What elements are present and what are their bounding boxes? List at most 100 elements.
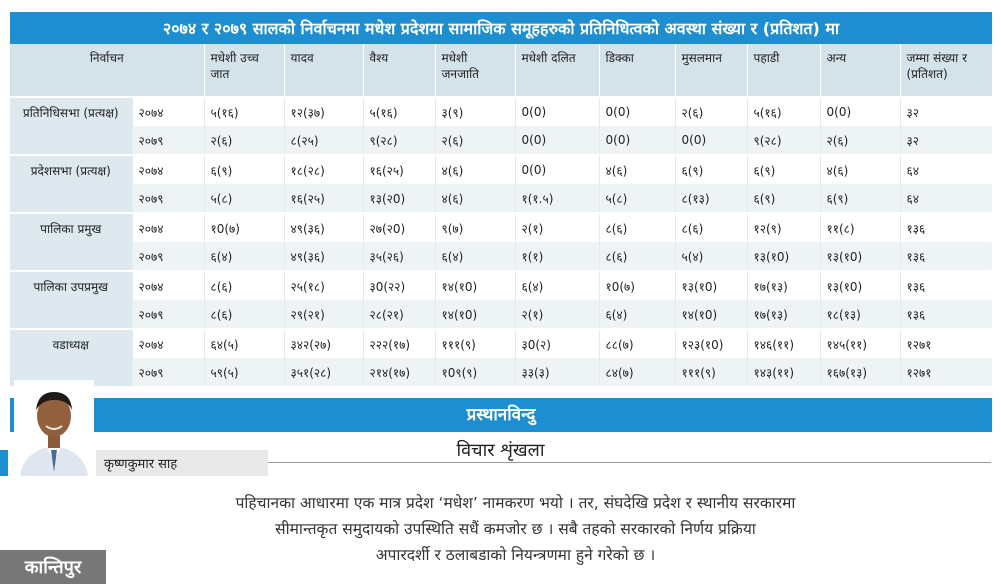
table-cell: ३५(२६) xyxy=(362,242,435,271)
table-cell: २(६) xyxy=(819,126,900,155)
table-cell: २(६) xyxy=(434,126,515,155)
table-cell: ५(१६) xyxy=(362,96,435,126)
author-accent-tab xyxy=(0,450,8,476)
column-header: मधेशी उच्च जात xyxy=(203,44,284,97)
subtitle-divider xyxy=(268,462,991,463)
table-cell: ६४(५) xyxy=(203,328,284,358)
table-cell: १(१.५) xyxy=(514,184,599,213)
election-type-cell: प्रदेशसभा (प्रत्यक्ष) xyxy=(10,154,132,213)
table-cell: १३६ xyxy=(899,212,992,242)
table-cell: ६(४) xyxy=(203,242,284,271)
table-cell: ८४(७) xyxy=(598,358,675,386)
author-portrait-icon xyxy=(14,380,94,476)
table-cell: ५(१६) xyxy=(746,96,820,126)
table-cell: ४(६) xyxy=(434,184,515,213)
election-type-cell: प्रतिनिधिसभा (प्रत्यक्ष) xyxy=(10,96,132,155)
election-type-cell: वडाध्यक्ष xyxy=(10,328,132,386)
table-cell: २१४(१७) xyxy=(362,358,435,386)
table-cell: 0(0) xyxy=(674,126,747,155)
table-cell: ६(९) xyxy=(203,154,284,184)
author-name: कृष्णकुमार साह xyxy=(104,457,178,472)
table-cell: 0(0) xyxy=(514,154,599,184)
table-row: प्रतिनिधिसभा (प्रत्यक्ष) २०७४ ५(१६) १२(३७) ५… xyxy=(10,96,992,155)
table-cell: १३६ xyxy=(899,242,992,271)
table-cell: ६(९) xyxy=(674,154,747,184)
infographic-table-section: २०७४ र २०७९ सालको निर्वाचनमा मधेश प्रदेश… xyxy=(10,12,992,386)
quote-line-2: सीमान्तकृत समुदायको उपस्थिति सधैं कमजोर … xyxy=(275,520,756,538)
table-cell: 0(0) xyxy=(819,96,900,126)
election-type-cell: पालिका उपप्रमुख xyxy=(10,270,132,329)
table-cell: १३६ xyxy=(899,300,992,329)
quote-line-3: अपारदर्शी र ठलाबडाको नियन्त्रणमा हुने गर… xyxy=(375,546,656,564)
table-cell: १0९(९) xyxy=(434,358,515,386)
table-cell: २(१) xyxy=(514,212,599,242)
pull-quote: पहिचानका आधारमा एक मात्र प्रदेश ‘मधेश’ न… xyxy=(80,490,951,568)
author-name-box: कृष्णकुमार साह xyxy=(96,450,268,476)
column-header: मुसलमान xyxy=(674,44,747,97)
table-cell: ६(९) xyxy=(746,154,820,184)
column-header: जम्मा संख्या र (प्रतिशत) xyxy=(899,44,992,97)
column-header: वैश्य xyxy=(362,44,435,97)
table-cell: १७(१३) xyxy=(746,300,820,329)
table-cell: १३६ xyxy=(899,270,992,300)
table-cell: १४(१0) xyxy=(434,270,515,300)
table-cell: २९(२१) xyxy=(283,300,363,329)
table-cell: २२२(१७) xyxy=(362,328,435,358)
year-cell: २०७९ xyxy=(131,126,204,155)
table-cell: १८(१३) xyxy=(819,300,900,329)
table-cell: ३(९) xyxy=(434,96,515,126)
table-cell: ३५१(२८) xyxy=(283,358,363,386)
table-cell: २८(२१) xyxy=(362,300,435,329)
table-cell: ५(८) xyxy=(203,184,284,213)
table-cell: २(६) xyxy=(674,96,747,126)
table-cell: १२(९) xyxy=(746,212,820,242)
table-row: पालिका उपप्रमुख २०७४ ८(६) २५(१८) ३0(२२) १४(१0… xyxy=(10,270,992,329)
column-header: निर्वाचन xyxy=(10,44,204,97)
author-photo xyxy=(14,380,94,476)
table-cell: 0(0) xyxy=(514,96,599,126)
table-cell: ९(२८) xyxy=(746,126,820,155)
table-cell: ८(६) xyxy=(203,270,284,300)
table-cell: ६(९) xyxy=(819,184,900,213)
column-header: डिक्का xyxy=(598,44,675,97)
table-row: २०७९ २(६) ८(२५) ९(२८) २(६) 0(0) 0(0) 0(0) ९(२८) २… xyxy=(10,126,992,155)
column-header: यादव xyxy=(283,44,363,97)
election-type-cell: पालिका प्रमुख xyxy=(10,212,132,271)
table-cell: 0(0) xyxy=(598,126,675,155)
table-cell: 0(0) xyxy=(514,126,599,155)
table-cell: १३(१0) xyxy=(674,270,747,300)
table-cell: ८(६) xyxy=(674,212,747,242)
table-cell: १४५(११) xyxy=(819,328,900,358)
year-cell: २०७९ xyxy=(131,358,204,386)
table-title: २०७४ र २०७९ सालको निर्वाचनमा मधेश प्रदेश… xyxy=(10,12,992,44)
table-cell: १६(२५) xyxy=(362,154,435,184)
table-cell: ८(६) xyxy=(203,300,284,329)
table-row: पालिका प्रमुख २०७४ १0(७) ४९(३६) २७(२0) ९(७) २(… xyxy=(10,212,992,271)
table-cell: ४९(३६) xyxy=(283,212,363,242)
table-row: २०७९ ५(८) १६(२५) १३(२0) ४(६) १(१.५) ५(८) ८(१३) ६… xyxy=(10,184,992,213)
table-cell: १३(१0) xyxy=(819,270,900,300)
table-cell: ३४२(२७) xyxy=(283,328,363,358)
table-cell: ५९(५) xyxy=(203,358,284,386)
table-cell: १२३(१0) xyxy=(674,328,747,358)
table-cell: १३(१0) xyxy=(819,242,900,271)
table-cell: ३0(२) xyxy=(514,328,599,358)
table-header-row: निर्वाचन मधेशी उच्च जात यादव वैश्य मधेशी जनज… xyxy=(10,44,992,97)
table-cell: ९(२८) xyxy=(362,126,435,155)
table-cell: १३(२0) xyxy=(362,184,435,213)
table-cell: ६(४) xyxy=(434,242,515,271)
table-cell: १७(१३) xyxy=(746,270,820,300)
year-cell: २०७४ xyxy=(131,270,204,300)
table-cell: ४(६) xyxy=(434,154,515,184)
table-cell: ६(९) xyxy=(746,184,820,213)
table-cell: १६७(१३) xyxy=(819,358,900,386)
year-cell: २०७९ xyxy=(131,184,204,213)
table-cell: ६(४) xyxy=(598,300,675,329)
table-cell: १२७१ xyxy=(899,328,992,358)
table-cell: १(१) xyxy=(514,242,599,271)
table-row: वडाध्यक्ष २०७४ ६४(५) ३४२(२७) २२२(१७) १११(९) ३0… xyxy=(10,328,992,386)
table-cell: ४(६) xyxy=(819,154,900,184)
kantipur-logo: कान्तिपुर xyxy=(0,550,106,584)
table-row: प्रदेशसभा (प्रत्यक्ष) २०७४ ६(९) १८(२८) १६(२५… xyxy=(10,154,992,213)
table-cell: ११(८) xyxy=(819,212,900,242)
